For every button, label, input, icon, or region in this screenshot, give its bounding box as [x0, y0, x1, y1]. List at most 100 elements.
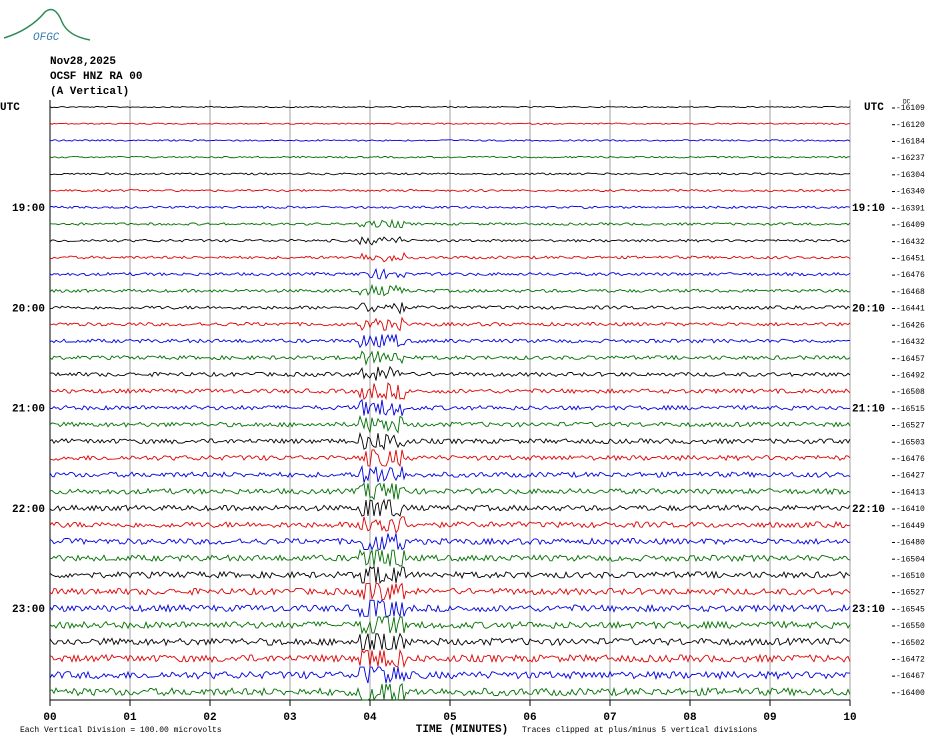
trace-wiggle	[50, 139, 851, 142]
trace-offset: -16410	[896, 505, 925, 514]
trace-wiggle	[49, 205, 851, 209]
trace-offset: -16109	[896, 104, 925, 113]
logo-mark	[3, 8, 91, 41]
trace-offset: -16432	[896, 338, 925, 347]
trace-offset: -16237	[896, 154, 925, 163]
component: (A Vertical)	[50, 86, 129, 98]
trace-offset: -16476	[896, 271, 925, 280]
trace-wiggle	[49, 666, 850, 684]
trace-offset: -16467	[896, 672, 925, 681]
trace-wiggle	[49, 482, 851, 501]
trace-offset: -16413	[896, 488, 925, 497]
x-tick-label: 07	[603, 712, 616, 724]
x-tick-label: 06	[523, 712, 536, 724]
trace-wiggle	[49, 122, 850, 125]
trace-wiggle	[49, 533, 851, 551]
station: OCSF HNZ RA 00	[50, 71, 142, 83]
trace-offset: -16451	[896, 254, 925, 263]
trace-offset: -16441	[896, 305, 925, 314]
right-time-label: 22:10	[852, 504, 885, 516]
x-tick-label: 01	[123, 712, 137, 724]
x-tick-label: 04	[363, 712, 377, 724]
trace-offset: -16184	[896, 138, 925, 147]
trace-offset: -16426	[896, 321, 925, 330]
left-time-label: 21:00	[12, 404, 45, 416]
trace-wiggle	[49, 236, 851, 246]
trace-offset: -16400	[896, 689, 925, 698]
clip-note: Traces clipped at plus/minus 5 vertical …	[522, 726, 757, 735]
right-timezone: UTC	[864, 102, 884, 114]
left-time-label: 22:00	[12, 504, 45, 516]
trace-wiggle	[49, 599, 851, 618]
trace-wiggle	[49, 682, 851, 702]
trace-offset: -16510	[896, 572, 925, 581]
trace-wiggle	[49, 582, 851, 601]
trace-offset: -16476	[896, 455, 925, 464]
trace-wiggle	[49, 105, 851, 109]
trace-wiggle	[49, 464, 851, 483]
trace-offset: -16508	[896, 388, 925, 397]
trace-offset: -16527	[896, 422, 925, 431]
right-time-label: 20:10	[852, 303, 885, 315]
x-axis-label: TIME (MINUTES)	[416, 724, 508, 736]
logo-text: OFGC	[33, 32, 60, 44]
trace-wiggle	[49, 632, 851, 651]
right-time-label: 23:10	[852, 604, 885, 616]
trace-wiggle	[49, 188, 851, 193]
trace-wiggle	[49, 333, 851, 349]
trace-wiggle	[49, 398, 851, 416]
trace-offset: -16427	[896, 472, 925, 481]
trace-wiggle	[49, 431, 851, 451]
left-time-label: 19:00	[12, 203, 45, 215]
trace-offset: -16472	[896, 656, 925, 665]
trace-offset: -16527	[896, 589, 925, 598]
trace-wiggle	[49, 414, 851, 434]
trace-wiggle	[49, 498, 851, 517]
trace-offset: -16304	[896, 171, 925, 180]
x-tick-label: 09	[763, 712, 776, 724]
trace-wiggle	[49, 155, 851, 159]
trace-wiggle	[49, 616, 851, 635]
date: Nov28,2025	[50, 56, 116, 68]
trace-wiggle	[49, 516, 851, 534]
trace-wiggle	[49, 365, 851, 381]
trace-offset: -16391	[896, 204, 925, 213]
trace-offset: -16449	[896, 522, 925, 531]
trace-offset: -16504	[896, 555, 925, 564]
trace-offset: -16545	[896, 605, 925, 614]
trace-wiggle	[49, 548, 851, 567]
right-time-label: 19:10	[852, 203, 885, 215]
left-time-label: 20:00	[12, 303, 45, 315]
x-tick-label: 00	[43, 712, 56, 724]
trace-wiggle	[49, 566, 851, 585]
trace-offset: -16515	[896, 405, 925, 414]
trace-wiggle	[49, 449, 851, 468]
trace-offset: -16409	[896, 221, 925, 230]
trace-wiggle	[49, 302, 851, 315]
trace-offset: -16340	[896, 188, 925, 197]
trace-wiggle	[49, 172, 851, 176]
left-timezone: UTC	[0, 102, 20, 114]
trace-wiggle	[49, 648, 851, 669]
dc-label: DC	[903, 99, 911, 106]
trace-wiggle	[49, 350, 851, 366]
trace-offset: -16550	[896, 622, 925, 631]
x-tick-label: 02	[203, 712, 216, 724]
trace-wiggle	[49, 251, 851, 263]
trace-wiggle	[49, 316, 851, 332]
trace-offset: -16432	[896, 238, 925, 247]
trace-offset: -16457	[896, 355, 925, 364]
trace-offset: -16492	[896, 371, 925, 380]
left-time-label: 23:00	[12, 604, 45, 616]
trace-wiggle	[49, 267, 851, 280]
trace-offset: -16120	[896, 121, 925, 130]
x-tick-label: 10	[843, 712, 856, 724]
trace-offset: -16468	[896, 288, 925, 297]
right-time-label: 21:10	[852, 404, 885, 416]
trace-wiggle	[49, 283, 851, 297]
trace-wiggle	[49, 218, 851, 229]
trace-wiggle	[49, 382, 851, 401]
x-tick-label: 03	[283, 712, 297, 724]
trace-offset: -16503	[896, 438, 925, 447]
